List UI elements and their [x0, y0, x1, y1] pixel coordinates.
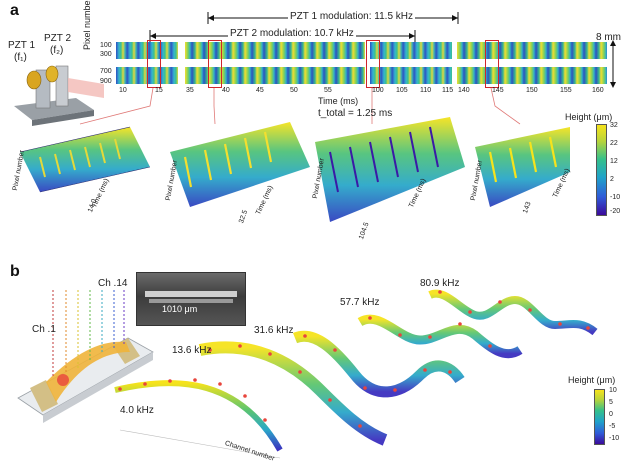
zoom-connectors: [79, 87, 521, 125]
colorbar-b-tick: 5: [609, 399, 613, 406]
colorbar-a-tick: 12: [610, 158, 618, 165]
colorbar-a-tick: 22: [610, 140, 618, 147]
colorbar-b: [594, 389, 605, 445]
colorbar-a-tick: -20: [610, 208, 621, 215]
x-tick: 105: [396, 87, 408, 94]
colorbar-a-title: Height (μm): [565, 112, 613, 122]
ch14-label: Ch .14: [98, 278, 128, 289]
x-tick: 15: [155, 87, 163, 94]
y-tick-100: 100: [100, 42, 112, 49]
x-tick: 100: [372, 87, 384, 94]
scale-arrow: [610, 40, 616, 88]
x-tick: 140: [458, 87, 470, 94]
x-tick: 10: [119, 87, 127, 94]
colorbar-b-title: Height (μm): [568, 375, 616, 385]
pzt2-freq: (f₂): [50, 45, 64, 56]
panel-b-label: b: [10, 263, 20, 280]
freq-80-9: 80.9 kHz: [420, 278, 460, 289]
x-tick: 160: [592, 87, 604, 94]
sem-image: [136, 272, 246, 326]
y-tick-900: 900: [100, 78, 112, 85]
x-tick: 155: [560, 87, 572, 94]
colorbar-b-tick: 10: [609, 387, 617, 394]
scale-label: 8 mm: [596, 32, 621, 43]
x-tick: 110: [420, 87, 432, 94]
y-tick-300: 300: [100, 51, 112, 58]
freq-13-6: 13.6 kHz: [172, 345, 212, 356]
sem-scale-label: 1010 μm: [162, 304, 198, 314]
colorbar-a: [596, 124, 607, 216]
colorbar-b-tick: -10: [609, 435, 620, 442]
x-tick: 50: [290, 87, 298, 94]
panel-a-label: a: [10, 2, 19, 19]
x-tick: 150: [526, 87, 538, 94]
freq-4-0: 4.0 kHz: [120, 405, 154, 416]
x-tick: 115: [442, 87, 454, 94]
mode-shapes: [114, 289, 598, 459]
ch1-label: Ch .1: [32, 324, 56, 335]
colorbar-b-tick: 0: [609, 411, 613, 418]
pzt1-modulation-label: PZT 1 modulation: 11.5 kHz: [288, 11, 416, 22]
pzt2-modulation-label: PZT 2 modulation: 10.7 kHz: [228, 28, 356, 39]
x-tick: 35: [186, 87, 194, 94]
freq-31-6: 31.6 kHz: [254, 325, 294, 336]
colorbar-b-tick: -5: [609, 423, 616, 430]
pzt2-label: PZT 2: [44, 33, 72, 44]
x-tick: 45: [256, 87, 264, 94]
x-tick: 145: [492, 87, 504, 94]
time-axis-label: Time (ms): [318, 96, 359, 106]
surface-plots: [19, 117, 570, 222]
colorbar-a-tick: 2: [610, 176, 614, 183]
pixel-number-axis-label: Pixel number: [82, 0, 92, 50]
x-tick: 40: [222, 87, 230, 94]
y-tick-700: 700: [100, 68, 112, 75]
cantilever-illustration: [17, 290, 154, 423]
pzt-device-illustration: [14, 65, 104, 126]
colorbar-a-tick: -10: [610, 194, 621, 201]
pzt1-label: PZT 1: [8, 40, 36, 51]
freq-57-7: 57.7 kHz: [340, 297, 380, 308]
t-total-label: t_total = 1.25 ms: [318, 108, 393, 119]
x-tick: 55: [324, 87, 332, 94]
colorbar-a-tick: 32: [610, 122, 618, 129]
pzt1-freq: (f₁): [14, 52, 27, 63]
